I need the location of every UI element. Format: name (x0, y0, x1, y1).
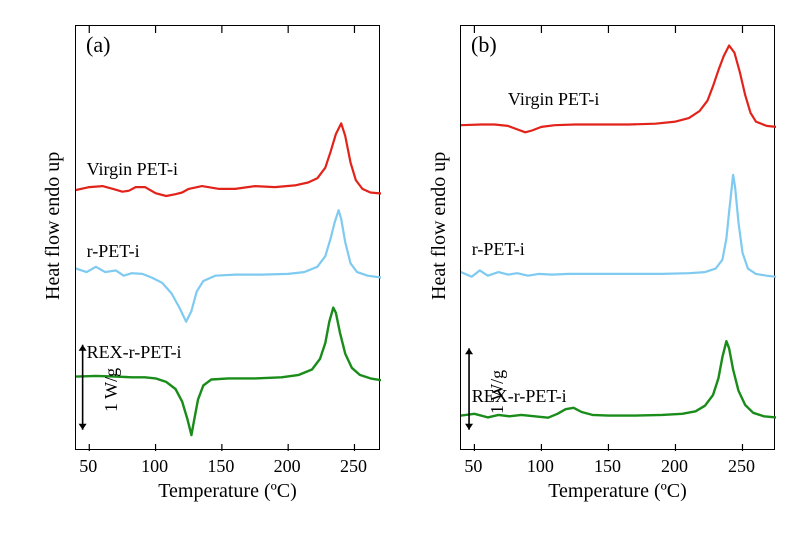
series-label-virgin-b: Virgin PET-i (508, 89, 599, 110)
xtick-label: 50 (70, 456, 106, 477)
xtick-label: 200 (656, 456, 692, 477)
xtick-label: 250 (335, 456, 371, 477)
xtick-label: 200 (269, 456, 305, 477)
panel-a: Heat flow endo up (a) Virgin PET-i r-PET… (30, 20, 385, 520)
plot-area-b: (b) Virgin PET-i r-PET-i REX-r-PET-i 1 W… (460, 25, 775, 450)
series-label-virgin-a: Virgin PET-i (87, 159, 178, 180)
xtick-label: 100 (522, 456, 558, 477)
xtick-label: 50 (455, 456, 491, 477)
xtick-label: 250 (723, 456, 759, 477)
panel-tag-a: (a) (86, 32, 110, 58)
panel-tag-b: (b) (471, 32, 497, 58)
series-label-rex-a: REX-r-PET-i (87, 342, 182, 363)
series-label-rpet-a: r-PET-i (87, 241, 140, 262)
xtick-label: 100 (137, 456, 173, 477)
series-label-rex-b: REX-r-PET-i (472, 386, 567, 407)
xlabel-a: Temperature (ºC) (75, 480, 380, 503)
plot-area-a: (a) Virgin PET-i r-PET-i REX-r-PET-i 1 W… (75, 25, 380, 450)
scalebar-label-a: 1 W/g (101, 368, 122, 412)
xlabel-b: Temperature (ºC) (460, 480, 775, 503)
ylabel-a: Heat flow endo up (42, 152, 65, 300)
scalebar-label-b: 1 W/g (487, 370, 508, 414)
ylabel-b: Heat flow endo up (428, 152, 451, 300)
xtick-label: 150 (589, 456, 625, 477)
xtick-label: 150 (203, 456, 239, 477)
series-label-rpet-b: r-PET-i (472, 239, 525, 260)
panel-b: Heat flow endo up (b) Virgin PET-i r-PET… (420, 20, 785, 520)
